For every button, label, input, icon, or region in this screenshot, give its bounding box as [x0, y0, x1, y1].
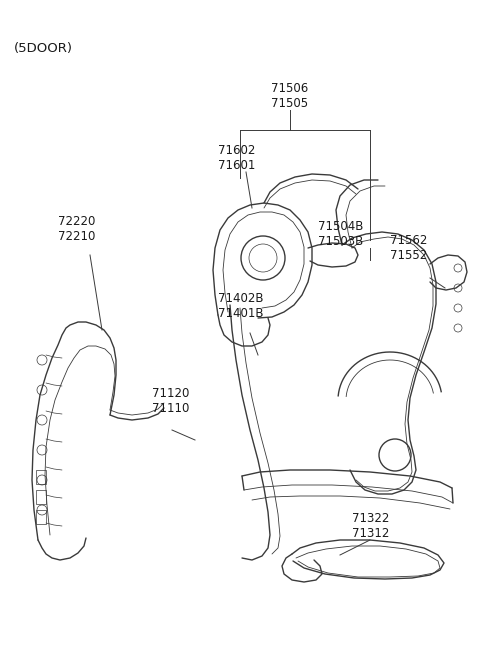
Bar	[36, 510, 46, 524]
Bar	[36, 490, 46, 504]
Text: 71504B
71503B: 71504B 71503B	[318, 220, 363, 248]
Text: 71322
71312: 71322 71312	[352, 512, 389, 540]
Text: 71402B
71401B: 71402B 71401B	[218, 292, 264, 320]
Text: 72220
72210: 72220 72210	[58, 215, 96, 243]
Text: 71506
71505: 71506 71505	[271, 82, 309, 110]
Bar	[36, 470, 46, 484]
Text: (5DOOR): (5DOOR)	[14, 42, 73, 55]
Text: 71602
71601: 71602 71601	[218, 144, 255, 172]
Text: 71120
71110: 71120 71110	[152, 387, 190, 415]
Text: 71562
71552: 71562 71552	[390, 234, 427, 262]
